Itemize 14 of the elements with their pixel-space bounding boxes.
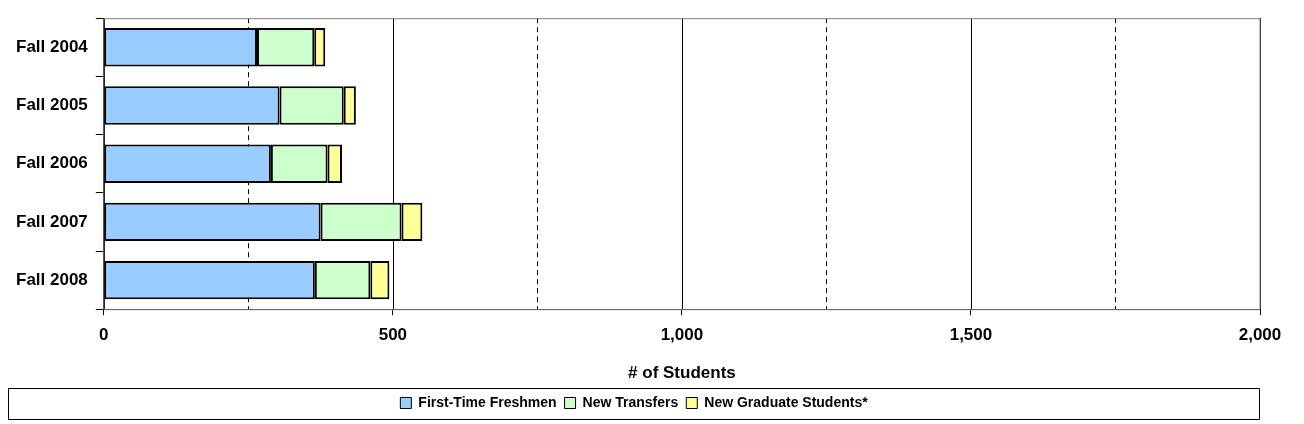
- x-tick-label: 1,500: [949, 325, 993, 345]
- y-tick-label: Fall 2006: [16, 153, 88, 173]
- legend-label: First-Time Freshmen: [418, 393, 557, 410]
- x-tick-label: 2,000: [1238, 325, 1282, 345]
- legend-label: New Transfers: [582, 393, 679, 410]
- x-axis-title: # of Students: [628, 363, 736, 383]
- y-tick-label: Fall 2007: [16, 211, 88, 231]
- y-tick-label: Fall 2008: [16, 269, 88, 289]
- legend-label: New Graduate Students*: [704, 393, 869, 410]
- y-tick-label: Fall 2004: [16, 36, 89, 56]
- y-tick-label: Fall 2005: [16, 95, 88, 115]
- x-tick-label: 500: [378, 325, 408, 345]
- x-tick-label: 0: [99, 325, 109, 345]
- x-tick-label: 1,000: [660, 325, 704, 345]
